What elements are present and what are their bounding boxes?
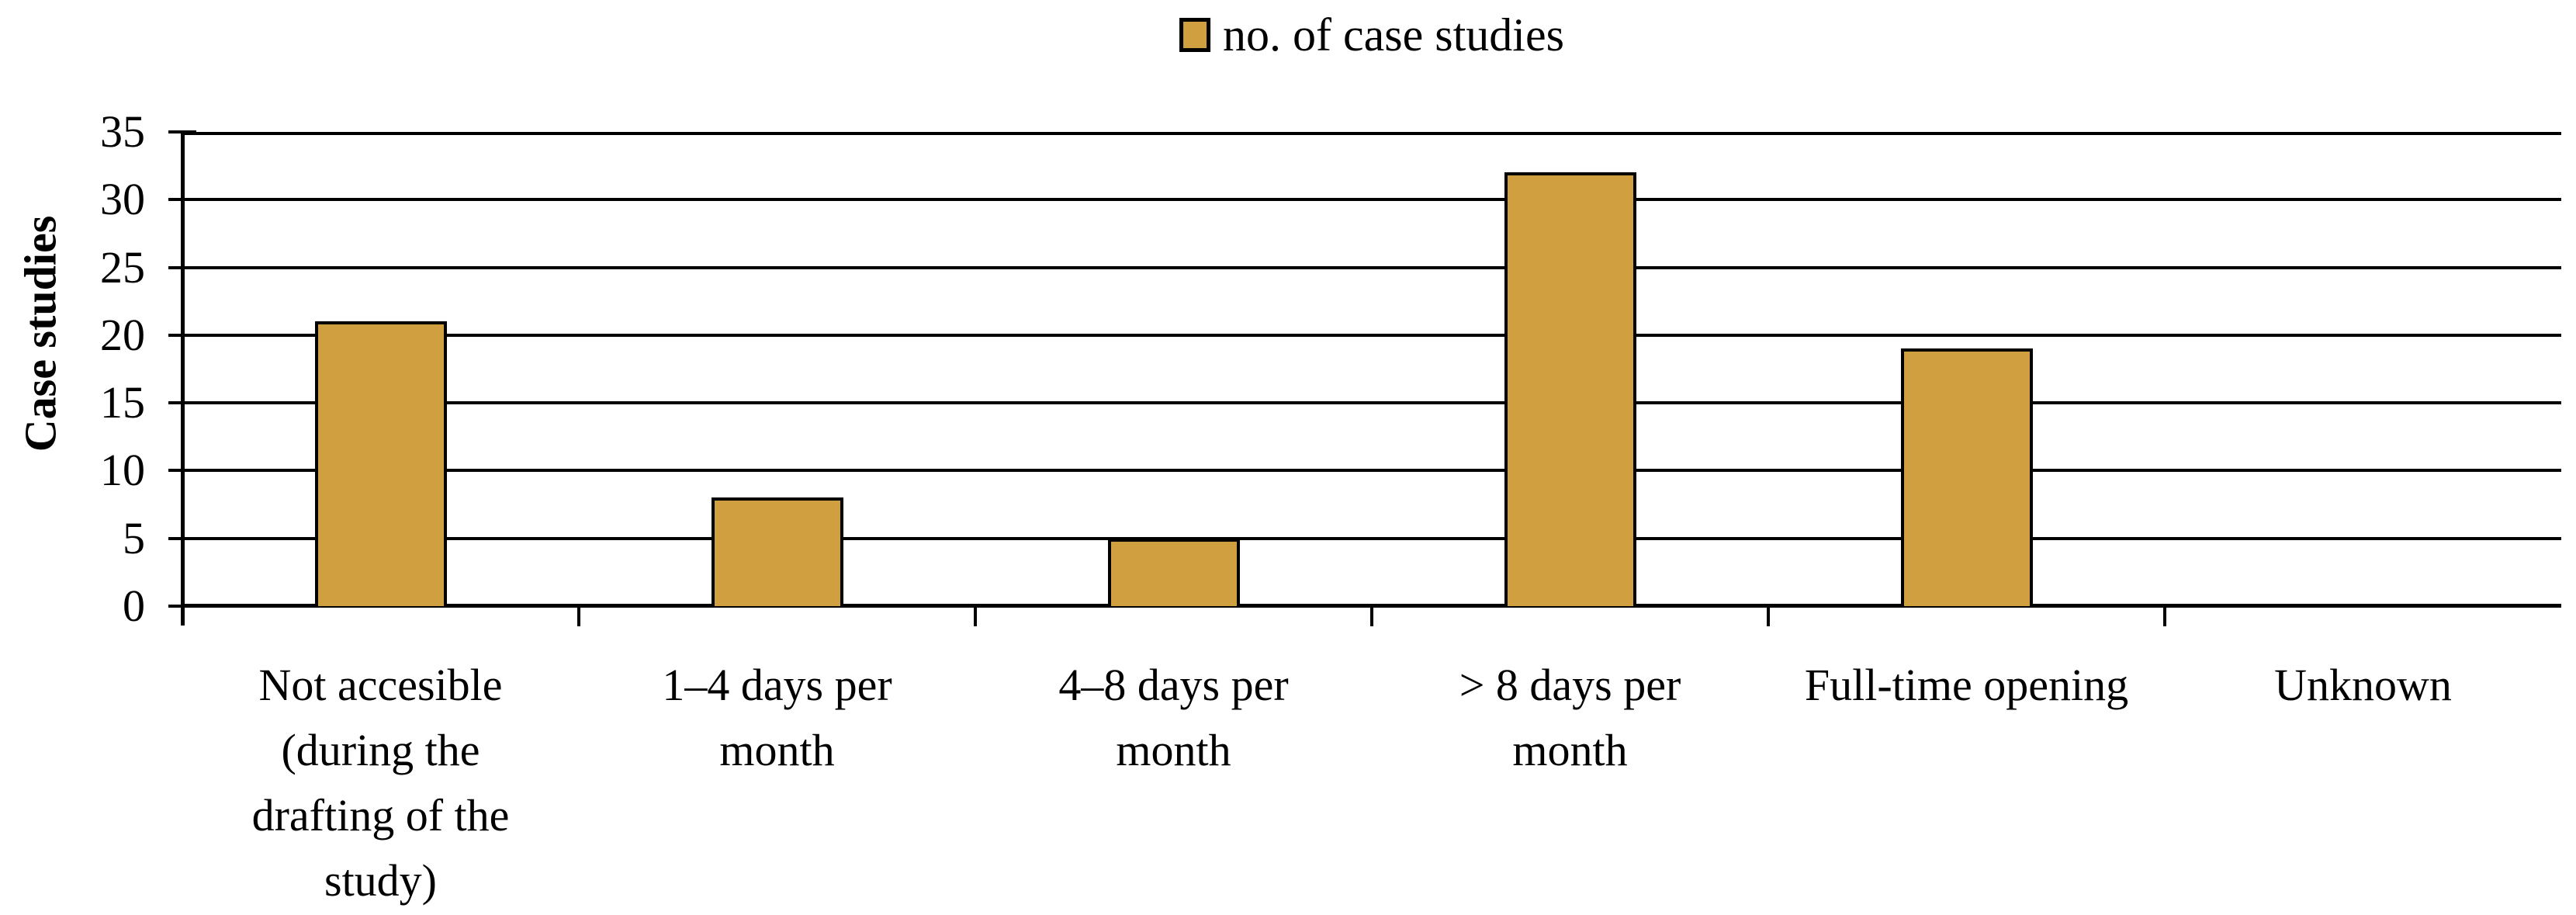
x-category-label-5: Full-time opening [1768, 653, 2165, 718]
y-axis-tick-25 [168, 265, 196, 269]
y-tick-label-20: 20 [100, 309, 145, 360]
y-tick-label-15: 15 [100, 377, 145, 428]
y-tick-label-35: 35 [100, 106, 145, 157]
y-axis-tick-10 [168, 469, 196, 473]
plot-area: 0 5 10 15 20 25 30 35 Not accesible (during the … [100, 109, 2561, 906]
bar-1 [314, 321, 447, 606]
legend-swatch [1179, 18, 1211, 52]
bar-2 [711, 497, 843, 606]
y-axis-line [181, 132, 185, 626]
gridline-y10 [182, 469, 2561, 473]
bar-4 [1504, 172, 1636, 606]
y-axis-tick-15 [168, 401, 196, 405]
x-axis-tick-4 [1767, 606, 1770, 626]
x-category-label-2: 1–4 days per month [579, 653, 975, 783]
y-tick-label-10: 10 [100, 445, 145, 496]
y-axis-tick-0 [168, 605, 196, 608]
gridline-y15 [182, 401, 2561, 405]
gridline-y30 [182, 198, 2561, 202]
x-category-label-text: Not accesible (during the drafting of th… [251, 660, 510, 906]
x-category-label-text: > 8 days per month [1459, 660, 1681, 775]
y-tick-label-5: 5 [123, 512, 145, 563]
x-category-label-text: Full-time opening [1804, 660, 2129, 710]
gridline-y35 [182, 132, 2561, 135]
x-category-label-text: 4–8 days per month [1058, 660, 1289, 775]
y-axis-tick-20 [168, 333, 196, 337]
y-tick-label-0: 0 [123, 581, 145, 631]
y-tick-label-25: 25 [100, 241, 145, 293]
x-category-label-4: > 8 days per month [1372, 653, 1768, 783]
gridline-y25 [182, 265, 2561, 269]
bar-3 [1107, 539, 1240, 606]
y-axis-tick-30 [168, 198, 196, 202]
x-axis-tick-3 [1370, 606, 1373, 626]
bar-5 [1900, 348, 2033, 606]
x-category-label-text: Unknown [2274, 660, 2452, 710]
x-category-label-6: Unknown [2165, 653, 2561, 718]
gridline-y20 [182, 333, 2561, 337]
x-category-label-1: Not accesible (during the drafting of th… [182, 653, 579, 913]
y-axis-tick-35 [168, 130, 196, 133]
x-axis-tick-5 [2163, 606, 2166, 626]
x-axis-tick-1 [577, 606, 580, 626]
y-tick-label-30: 30 [100, 174, 145, 225]
legend-label: no. of case studies [1223, 9, 1564, 61]
y-axis-tick-5 [168, 536, 196, 540]
x-category-label-3: 4–8 days per month [975, 653, 1372, 783]
x-axis-tick-2 [974, 606, 977, 626]
x-axis-line [182, 604, 2561, 608]
chart-legend: no. of case studies [1179, 9, 1564, 61]
gridline-y5 [182, 536, 2561, 540]
x-category-label-text: 1–4 days per month [662, 660, 892, 775]
